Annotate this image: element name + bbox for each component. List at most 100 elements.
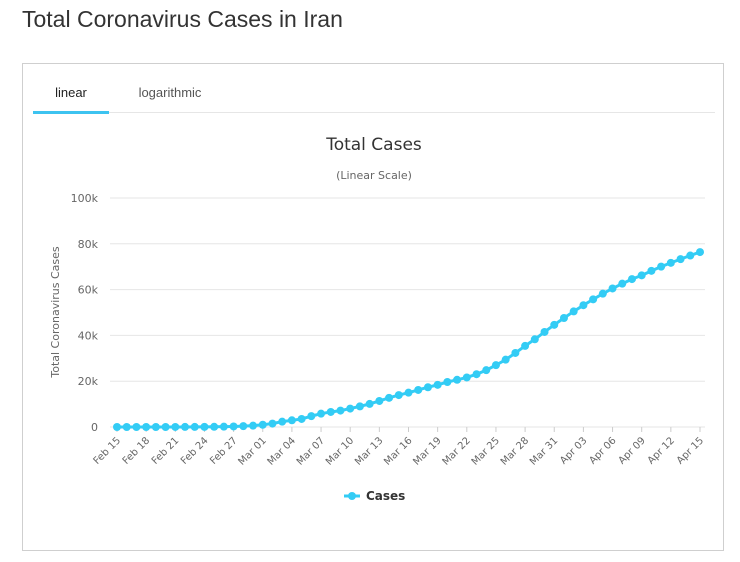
data-point[interactable] [151, 422, 160, 431]
x-tick-label: Mar 13 [353, 435, 385, 467]
data-point[interactable] [268, 419, 277, 428]
x-tick-label: Mar 19 [411, 435, 443, 467]
data-point[interactable] [132, 423, 141, 431]
data-point[interactable] [657, 262, 666, 271]
data-point[interactable] [540, 327, 549, 336]
x-tick-label: Apr 03 [558, 435, 589, 466]
page-title: Total Coronavirus Cases in Iran [22, 6, 343, 32]
chart-panel: linear logarithmic [22, 63, 724, 551]
data-point[interactable] [696, 248, 704, 257]
data-point[interactable] [181, 422, 190, 431]
data-point[interactable] [423, 383, 432, 392]
x-tick-label: Mar 01 [236, 435, 268, 467]
data-point[interactable] [365, 399, 374, 408]
y-axis-ticks: 0 20k 40k 60k 80k 100k [71, 192, 99, 434]
x-tick-label: Mar 10 [324, 435, 356, 467]
data-point[interactable] [550, 320, 559, 329]
data-point[interactable] [190, 422, 199, 431]
data-point[interactable] [618, 279, 627, 288]
data-point[interactable] [317, 409, 326, 418]
data-point[interactable] [326, 407, 335, 416]
y-tick-label: 100k [71, 192, 99, 205]
data-point[interactable] [666, 258, 675, 267]
x-tick-label: Feb 15 [92, 435, 124, 467]
data-point[interactable] [443, 378, 452, 387]
data-point[interactable] [307, 412, 316, 421]
x-tick-label: Feb 27 [208, 435, 240, 467]
data-point[interactable] [258, 420, 267, 429]
data-point[interactable] [404, 388, 413, 397]
data-point[interactable] [239, 422, 248, 431]
data-point[interactable] [142, 423, 151, 431]
data-point[interactable] [559, 314, 568, 323]
data-point[interactable] [598, 289, 607, 298]
data-point[interactable] [589, 295, 598, 304]
active-tab-indicator [33, 111, 109, 114]
data-point[interactable] [229, 422, 238, 431]
data-point[interactable] [219, 422, 228, 431]
data-point[interactable] [676, 255, 685, 264]
x-tick-label: Apr 12 [646, 435, 677, 466]
x-tick-label: Mar 25 [470, 435, 502, 467]
data-point[interactable] [171, 422, 180, 431]
legend-item-cases: Cases [366, 489, 405, 503]
data-point[interactable] [375, 396, 384, 405]
data-point[interactable] [501, 355, 510, 364]
data-point[interactable] [647, 266, 656, 275]
tab-linear[interactable]: linear [33, 64, 109, 114]
chart-subtitle: (Linear Scale) [336, 169, 412, 182]
data-point[interactable] [530, 335, 539, 344]
y-tick-label: 20k [78, 375, 99, 388]
data-point[interactable] [394, 391, 403, 400]
data-point[interactable] [287, 416, 296, 425]
legend-swatch-marker [348, 492, 356, 500]
data-point[interactable] [336, 406, 345, 415]
x-tick-label: Feb 24 [179, 435, 211, 467]
x-tick-label: Apr 09 [617, 435, 648, 466]
y-tick-label: 40k [78, 329, 99, 342]
data-point[interactable] [579, 301, 588, 310]
tab-logarithmic[interactable]: logarithmic [129, 64, 211, 112]
data-point[interactable] [521, 341, 530, 350]
x-tick-label: Mar 28 [499, 435, 531, 467]
data-point[interactable] [472, 370, 481, 379]
series-line-cases [117, 250, 701, 429]
x-tick-label: Feb 21 [150, 435, 182, 467]
x-tick-label: Feb 18 [121, 435, 153, 467]
data-point[interactable] [113, 423, 121, 431]
scale-tabs: linear logarithmic [33, 64, 715, 114]
data-point[interactable] [627, 275, 636, 284]
data-point[interactable] [297, 414, 306, 423]
y-axis-title: Total Coronavirus Cases [49, 246, 62, 379]
data-point[interactable] [210, 422, 219, 431]
data-point[interactable] [414, 385, 423, 394]
data-point[interactable] [161, 422, 170, 431]
data-point[interactable] [355, 402, 364, 411]
data-point[interactable] [608, 284, 617, 293]
data-point[interactable] [385, 393, 394, 402]
data-point[interactable] [278, 417, 287, 426]
data-point[interactable] [491, 361, 500, 370]
x-tick-label: Mar 07 [295, 435, 327, 467]
data-point[interactable] [637, 271, 646, 280]
data-point[interactable] [346, 404, 355, 413]
data-point[interactable] [569, 307, 578, 316]
y-tick-label: 80k [78, 238, 99, 251]
data-point[interactable] [453, 375, 462, 384]
legend[interactable]: Cases [344, 489, 405, 503]
chart-title: Total Cases [325, 135, 422, 155]
data-point[interactable] [482, 366, 491, 375]
x-tick-label: Mar 04 [266, 435, 298, 467]
data-point[interactable] [686, 251, 695, 260]
data-point[interactable] [511, 348, 520, 357]
data-point[interactable] [433, 380, 442, 389]
data-point[interactable] [462, 373, 471, 382]
tab-logarithmic-label: logarithmic [138, 85, 202, 100]
x-tick-label: Mar 31 [528, 435, 560, 467]
data-point[interactable] [200, 422, 209, 431]
y-tick-label: 60k [78, 284, 99, 297]
gridlines [110, 197, 705, 428]
data-point[interactable] [122, 423, 131, 431]
data-point[interactable] [249, 421, 258, 430]
